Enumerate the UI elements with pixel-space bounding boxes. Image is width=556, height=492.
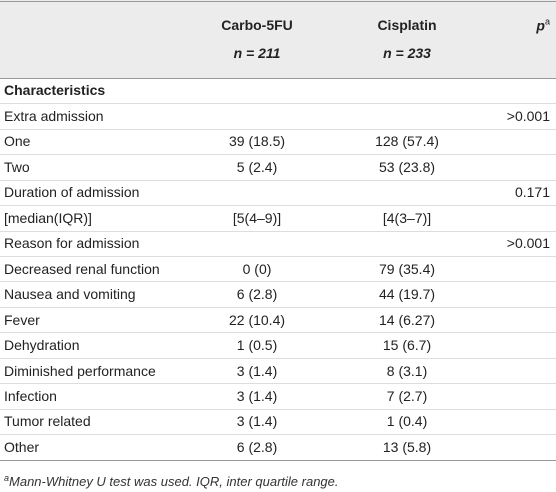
row-rule [0,256,556,257]
footnote: aMann-Whitney U test was used. IQR, inte… [4,473,339,489]
cell: 5 (2.4) [236,158,278,175]
row-rule [0,332,556,333]
row-label: Infection [4,387,57,404]
row-label: [median(IQR)] [4,209,92,226]
p-value: >0.001 [506,108,550,124]
top-rule [0,1,556,2]
row-rule [0,358,556,359]
cell: 6 (2.8) [236,286,278,303]
col-n: n = 233 [383,45,431,61]
col-name: Carbo-5FU [221,17,293,33]
row-rule [0,231,556,232]
cell: 3 (1.4) [236,387,278,404]
row-rule [0,434,556,435]
row-label: Tumor related [4,413,91,430]
cell: [4(3–7)] [382,209,432,226]
row-rule [0,180,556,181]
cell: 53 (23.8) [378,158,436,175]
header-rule [0,78,556,79]
row-rule [0,154,556,155]
footnote-marker: a [4,472,10,483]
header-bg [0,0,556,78]
cell: 1 (0.5) [236,337,278,354]
footnote-text: Mann-Whitney U test was used. IQR, inter… [9,474,339,490]
row-label: Other [4,438,40,455]
cell: 7 (2.7) [386,387,428,404]
row-rule [0,409,556,410]
col-name: Cisplatin [377,17,437,33]
cell: 13 (5.8) [382,438,432,455]
cell: 22 (10.4) [228,311,286,328]
row-label: Diminished performance [4,362,156,379]
cell: 0 (0) [242,260,272,277]
row-rule [0,383,556,384]
cell: 14 (6.27) [378,311,436,328]
row-rule [0,129,556,130]
row-rule [0,307,556,308]
cell: 39 (18.5) [228,133,286,150]
cell: 6 (2.8) [236,438,278,455]
row-rule [0,103,556,104]
cell: 1 (0.4) [386,413,428,430]
row-label: Nausea and vomiting [4,286,136,303]
cell: 79 (35.4) [378,260,436,277]
col-p: pa [536,17,550,34]
row-label: Dehydration [4,337,80,354]
row-label: Duration of admission [4,184,140,201]
row-rule [0,281,556,282]
row-label: One [4,133,31,150]
cell: 8 (3.1) [386,362,428,379]
cell: 15 (6.7) [382,337,432,354]
row-label: Fever [4,311,40,328]
bottom-rule [0,460,556,461]
p-value: >0.001 [506,235,550,252]
p-symbol: p [536,17,545,34]
cell: 3 (1.4) [236,413,278,430]
row-label: Decreased renal function [4,260,160,277]
cell: [5(4–9)] [232,209,282,226]
row-label: Extra admission [4,108,104,124]
row-label: Two [4,158,30,175]
p-marker: a [544,16,550,27]
cell: 3 (1.4) [236,362,278,379]
p-value: 0.171 [514,184,550,201]
cell: 128 (57.4) [375,133,439,150]
section-label: Characteristics [4,82,106,98]
row-rule [0,205,556,206]
col-n: n = 211 [233,45,281,61]
row-label: Reason for admission [4,235,140,252]
cell: 44 (19.7) [378,286,436,303]
